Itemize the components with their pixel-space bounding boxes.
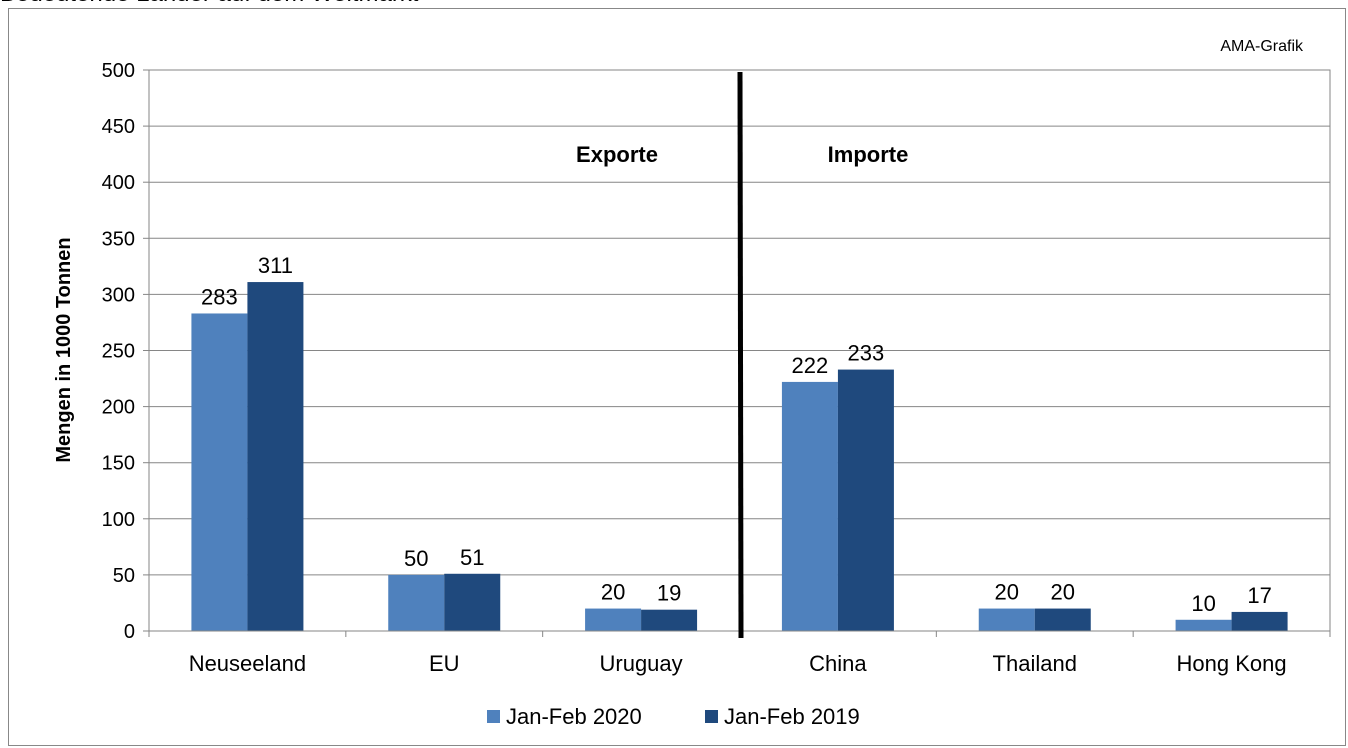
y-tick-label: 250 — [102, 341, 135, 363]
y-tick-label: 0 — [124, 621, 135, 643]
legend: Jan-Feb 2020 Jan-Feb 2019 — [487, 704, 860, 729]
data-labels: 283 311 50 51 20 19 222 233 20 20 10 17 — [201, 253, 1272, 616]
data-label: 10 — [1191, 591, 1215, 616]
bar — [781, 381, 838, 631]
legend-swatch-2020 — [487, 710, 500, 723]
bar — [837, 369, 894, 631]
y-tick-label: 350 — [102, 228, 135, 250]
bar — [978, 608, 1035, 631]
x-tick-label: Thailand — [993, 651, 1077, 676]
x-tick-label: Neuseeland — [189, 651, 306, 676]
x-tick-label: Hong Kong — [1177, 651, 1287, 676]
legend-label-2020: Jan-Feb 2020 — [506, 704, 642, 729]
x-tick-label: EU — [429, 651, 460, 676]
y-tick-label: 300 — [102, 284, 135, 306]
annotation-imports: Importe — [828, 142, 909, 167]
y-tick-label: 100 — [102, 509, 135, 531]
source-note: AMA-Grafik — [1220, 38, 1304, 55]
y-tick-label: 150 — [102, 453, 135, 475]
bar — [388, 574, 445, 631]
bar — [1034, 608, 1091, 631]
page-title: Bedeutende Länder auf dem Weltmarkt — [0, 0, 418, 8]
y-tick-label: 500 — [102, 60, 135, 82]
bar — [444, 573, 501, 631]
exports-imports-divider — [737, 71, 744, 639]
bar — [641, 609, 698, 631]
data-label: 20 — [601, 580, 625, 605]
bar — [247, 282, 304, 631]
data-label: 20 — [995, 580, 1019, 605]
x-tick-label: China — [809, 651, 867, 676]
bar — [191, 313, 248, 631]
y-tick-label: 400 — [102, 172, 135, 194]
y-axis-label: Mengen in 1000 Tonnen — [53, 237, 75, 462]
data-label: 19 — [657, 581, 681, 606]
data-label: 311 — [258, 253, 293, 278]
y-tick-label: 450 — [102, 116, 135, 138]
y-tick-label: 50 — [113, 565, 135, 587]
data-label: 50 — [404, 546, 428, 571]
legend-swatch-2019 — [705, 710, 718, 723]
y-tick-label: 200 — [102, 397, 135, 419]
bars — [191, 282, 1288, 631]
data-label: 20 — [1051, 580, 1075, 605]
bar — [1175, 619, 1232, 631]
bar — [585, 608, 642, 631]
annotation-exports: Exporte — [576, 142, 658, 167]
data-label: 222 — [792, 353, 829, 378]
x-tick-label: Uruguay — [600, 651, 683, 676]
data-label: 233 — [848, 341, 885, 366]
legend-label-2019: Jan-Feb 2019 — [724, 704, 860, 729]
data-label: 283 — [201, 284, 238, 309]
data-label: 17 — [1247, 583, 1271, 608]
bar — [1231, 611, 1288, 631]
data-label: 51 — [460, 545, 484, 570]
chart-frame — [8, 8, 1346, 746]
